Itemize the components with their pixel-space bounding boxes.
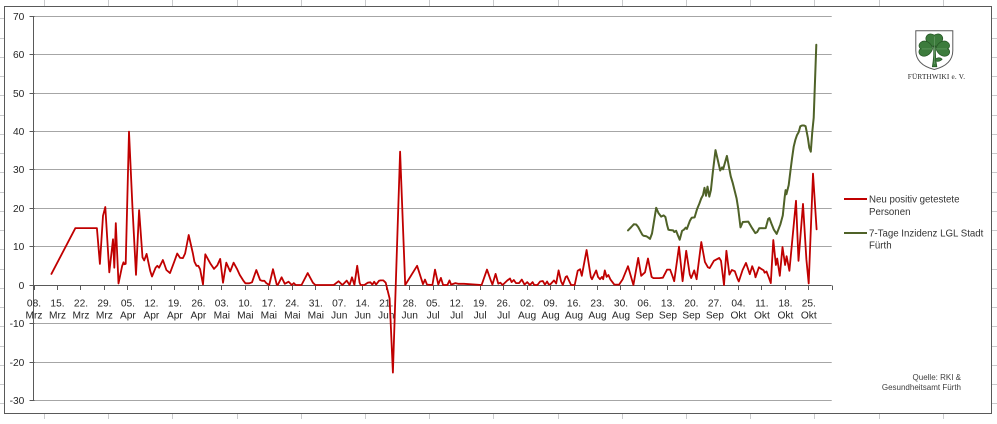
svg-text:31.: 31. [309,299,323,310]
svg-text:Sep: Sep [682,311,700,322]
svg-text:17.: 17. [262,299,276,310]
svg-text:Jul: Jul [427,311,440,322]
svg-text:20.: 20. [684,299,698,310]
svg-text:Mrz: Mrz [96,311,113,322]
svg-text:0: 0 [19,281,25,292]
svg-text:06.: 06. [637,299,651,310]
svg-text:-10: -10 [10,319,25,330]
svg-text:26.: 26. [191,299,205,310]
svg-text:Sep: Sep [635,311,653,322]
svg-text:Fürth: Fürth [869,241,892,252]
svg-text:10: 10 [13,242,25,253]
svg-text:Personen: Personen [869,207,910,218]
svg-text:03.: 03. [215,299,229,310]
svg-text:30: 30 [13,165,25,176]
svg-text:Jun: Jun [401,311,417,322]
svg-text:Apr: Apr [143,311,159,322]
svg-text:08.: 08. [27,299,41,310]
svg-text:28.: 28. [403,299,417,310]
svg-text:18.: 18. [778,299,792,310]
svg-text:Mai: Mai [284,311,300,322]
svg-text:02.: 02. [520,299,534,310]
svg-text:50: 50 [13,89,25,100]
svg-text:-20: -20 [10,358,25,369]
svg-text:16.: 16. [567,299,581,310]
svg-text:Okt: Okt [801,311,817,322]
svg-text:12.: 12. [144,299,158,310]
svg-text:Quelle: RKI &: Quelle: RKI & [913,373,962,382]
svg-text:Mai: Mai [308,311,324,322]
svg-text:Sep: Sep [706,311,724,322]
svg-text:Aug: Aug [565,311,583,322]
svg-text:Jun: Jun [354,311,370,322]
svg-text:Apr: Apr [190,311,206,322]
svg-text:FÜRTHWIKI e. V.: FÜRTHWIKI e. V. [908,72,965,81]
svg-text:Jun: Jun [378,311,394,322]
svg-text:27.: 27. [708,299,722,310]
svg-text:Mai: Mai [214,311,230,322]
svg-text:Aug: Aug [612,311,630,322]
svg-text:22.: 22. [74,299,88,310]
svg-text:Okt: Okt [754,311,770,322]
svg-text:7-Tage Inzidenz LGL Stadt: 7-Tage Inzidenz LGL Stadt [869,228,984,239]
svg-text:19.: 19. [473,299,487,310]
svg-text:Okt: Okt [777,311,793,322]
svg-text:Aug: Aug [542,311,560,322]
svg-text:Jul: Jul [450,311,463,322]
svg-text:05.: 05. [121,299,135,310]
svg-text:-30: -30 [10,396,25,407]
svg-text:26.: 26. [497,299,511,310]
svg-text:Aug: Aug [588,311,606,322]
svg-text:19.: 19. [168,299,182,310]
svg-text:12.: 12. [450,299,464,310]
svg-text:30.: 30. [614,299,628,310]
svg-text:25.: 25. [802,299,816,310]
svg-text:Jul: Jul [497,311,510,322]
svg-text:Mrz: Mrz [26,311,43,322]
svg-text:29.: 29. [97,299,111,310]
svg-text:24.: 24. [285,299,299,310]
svg-text:Gesundheitsamt Fürth: Gesundheitsamt Fürth [882,383,961,392]
svg-text:20: 20 [13,204,25,215]
svg-text:21.: 21. [379,299,393,310]
svg-text:14.: 14. [356,299,370,310]
svg-text:Jun: Jun [331,311,347,322]
svg-text:Mrz: Mrz [49,311,66,322]
svg-text:60: 60 [13,50,25,61]
svg-text:70: 70 [13,12,25,23]
svg-text:Apr: Apr [167,311,183,322]
svg-text:Mai: Mai [237,311,253,322]
svg-text:13.: 13. [661,299,675,310]
svg-text:Apr: Apr [120,311,136,322]
svg-text:Sep: Sep [659,311,677,322]
svg-text:15.: 15. [50,299,64,310]
svg-text:05.: 05. [426,299,440,310]
svg-text:Neu positiv getestete: Neu positiv getestete [869,195,959,206]
svg-text:Aug: Aug [518,311,536,322]
svg-text:09.: 09. [544,299,558,310]
svg-text:Jul: Jul [474,311,487,322]
svg-text:11.: 11. [755,299,768,310]
svg-text:23.: 23. [590,299,604,310]
svg-text:04.: 04. [731,299,745,310]
svg-text:07.: 07. [332,299,346,310]
svg-text:Mrz: Mrz [73,311,90,322]
svg-text:10.: 10. [238,299,252,310]
svg-text:Mai: Mai [261,311,277,322]
svg-text:Okt: Okt [730,311,746,322]
svg-text:40: 40 [13,127,25,138]
